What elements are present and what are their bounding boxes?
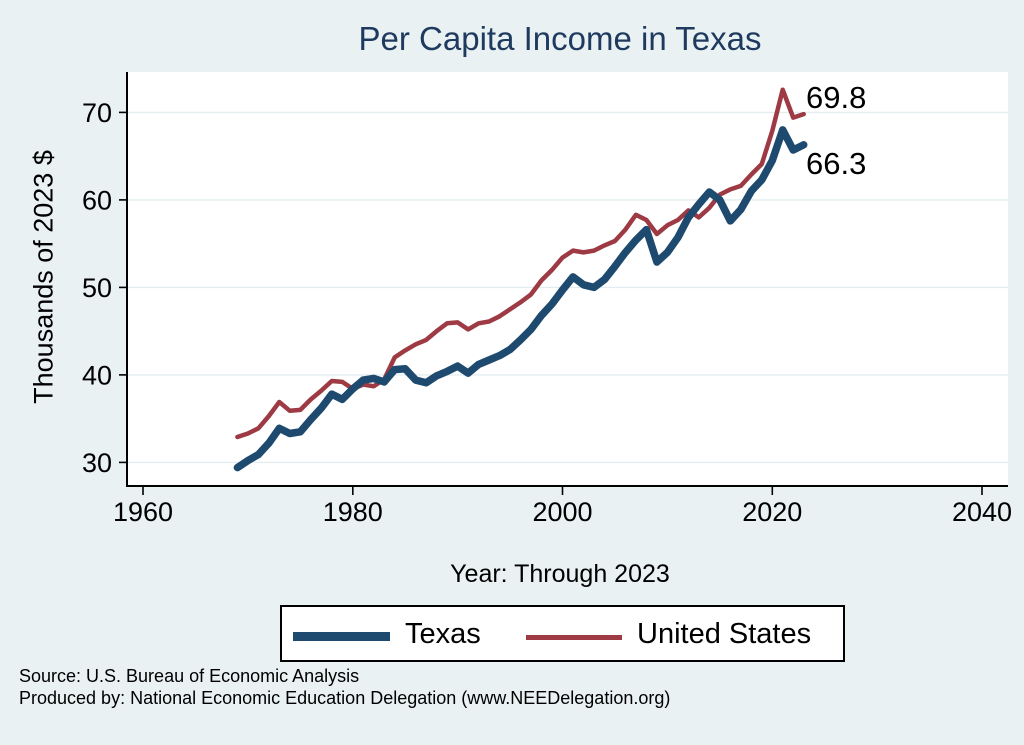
x-tick-label: 2040	[952, 497, 1012, 527]
legend: Texas United States	[280, 605, 845, 662]
united-states-line-series	[235, 87, 806, 440]
x-tick-label: 1960	[113, 497, 173, 527]
chart-title: Per Capita Income in Texas	[358, 20, 762, 57]
y-tick-label: 60	[82, 185, 112, 215]
texas-end-value-label: 66.3	[806, 146, 867, 181]
us-end-value-label: 69.8	[806, 80, 867, 115]
us-line-swatch	[526, 635, 622, 640]
produced-by-text: Produced by: National Economic Education…	[19, 688, 671, 708]
texas-line-swatch	[293, 632, 390, 641]
y-tick-label: 70	[82, 98, 112, 128]
x-tick-label: 1980	[323, 497, 383, 527]
y-tick-label: 30	[82, 448, 112, 478]
x-axis-title: Year: Through 2023	[450, 560, 670, 588]
texas-line-series	[233, 126, 808, 472]
legend-label-united-states: United States	[637, 618, 812, 650]
source-text: Source: U.S. Bureau of Economic Analysis	[19, 666, 360, 686]
x-tick-label: 2020	[742, 497, 802, 527]
y-tick-label: 40	[82, 360, 112, 390]
x-tick-label: 2000	[532, 497, 592, 527]
y-tick-label: 50	[82, 273, 112, 303]
legend-label-texas: Texas	[405, 618, 481, 650]
